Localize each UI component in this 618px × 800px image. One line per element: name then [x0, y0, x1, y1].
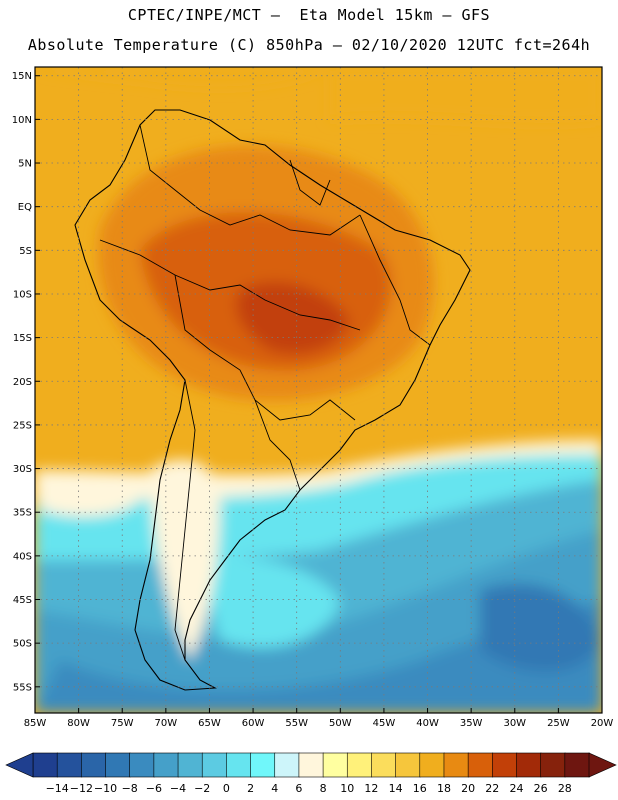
colorbar-swatch [105, 752, 131, 778]
colorbar-swatch [492, 752, 518, 778]
lat-tick-label: 15N [12, 71, 32, 82]
lon-tick-label: 85W [24, 718, 47, 729]
lon-tick-label: 70W [155, 718, 178, 729]
colorbar-swatch [298, 752, 324, 778]
colorbar-label: 14 [389, 782, 403, 795]
lat-tick-label: 10S [13, 289, 32, 300]
colorbar-swatch [274, 752, 300, 778]
lat-tick-label: 25S [13, 420, 32, 431]
lon-tick-label: 50W [329, 718, 352, 729]
colorbar-label: 22 [485, 782, 499, 795]
colorbar-swatch [201, 752, 228, 778]
colorbar-swatch [443, 752, 469, 778]
colorbar-label: 12 [364, 782, 378, 795]
lat-tick-label: 30S [13, 464, 32, 475]
temperature-field [35, 67, 602, 713]
colorbar-min-arrow [5, 752, 34, 778]
colorbar-swatch [322, 752, 349, 778]
colorbar-label: 24 [509, 782, 523, 795]
colorbar-label: −14 [46, 782, 69, 795]
colorbar-max-arrow [588, 752, 617, 778]
colorbar-swatch [250, 752, 276, 778]
lon-tick-label: 60W [242, 718, 265, 729]
colorbar-swatch [226, 752, 252, 778]
lat-tick-label: 5N [18, 159, 32, 170]
latitude-axis: 15N 10N 5N EQ 5S 10S 15S 20S 25S 30S 35S 40S 45S 50S 5… [12, 71, 40, 693]
colorbar-label: −12 [70, 782, 93, 795]
colorbar-label: 18 [437, 782, 451, 795]
map-subtitle: Absolute Temperature (C) 850hPa – 02/10/… [27, 36, 591, 54]
lon-tick-label: 75W [111, 718, 134, 729]
lat-tick-label: 45S [13, 595, 32, 606]
colorbar-swatch [564, 752, 590, 778]
colorbar-swatch [177, 752, 204, 778]
country-borders [99, 124, 431, 661]
colorbar-swatch [129, 752, 155, 778]
colorbar-label: −4 [170, 782, 186, 795]
colorbar-label: −8 [122, 782, 138, 795]
lon-tick-label: 40W [416, 718, 439, 729]
colorbar-label: 2 [247, 782, 254, 795]
colorbar-label: 6 [295, 782, 302, 795]
colorbar-label: 8 [320, 782, 327, 795]
colorbar-label: −6 [146, 782, 162, 795]
lon-tick-label: 80W [67, 718, 90, 729]
colorbar-swatch [346, 752, 373, 778]
longitude-axis: 85W 80W 75W 70W 65W 60W 55W 50W 45W 40W 35W 30W 25W 2… [24, 708, 614, 729]
map-frame [34, 66, 603, 714]
colorbar-label: 10 [340, 782, 354, 795]
lat-tick-label: 50S [13, 639, 32, 650]
lon-tick-label: 20W [591, 718, 614, 729]
map-title: CPTEC/INPE/MCT – Eta Model 15km – GFS [127, 6, 491, 24]
lat-tick-label: 15S [13, 333, 32, 344]
lat-tick-label: 20S [13, 377, 32, 388]
colorbar-swatch [540, 752, 566, 778]
colorbar-label: 20 [461, 782, 475, 795]
colorbar-swatch [56, 752, 83, 778]
lon-tick-label: 65W [198, 718, 221, 729]
colorbar-label: 4 [271, 782, 278, 795]
colorbar-label: 28 [558, 782, 572, 795]
lon-tick-label: 35W [460, 718, 483, 729]
colorbar-swatch [516, 752, 542, 778]
lat-tick-label: 5S [19, 246, 32, 257]
colorbar-label: 26 [534, 782, 548, 795]
colorbar-label: 0 [223, 782, 230, 795]
colorbar-swatch [467, 752, 494, 778]
colorbar-swatch [395, 752, 421, 778]
lat-tick-label: 55S [13, 682, 32, 693]
colorbar-swatch [153, 752, 179, 778]
colorbar-swatch [419, 752, 445, 778]
south-america-coastline [74, 109, 471, 691]
colorbar-swatch [32, 752, 58, 778]
lat-tick-label: 40S [13, 551, 32, 562]
colorbar-label: −2 [194, 782, 210, 795]
map-gridlines [34, 67, 603, 713]
temperature-colorbar: −14 −12 −10 −8 −6 −4 −2 0 2 4 6 8 10 12 14 16 18 20 22 24 26… [5, 752, 617, 795]
lon-tick-label: 25W [547, 718, 570, 729]
lat-tick-label: 10N [12, 115, 32, 126]
lon-tick-label: 45W [373, 718, 396, 729]
lat-tick-label: EQ [18, 202, 32, 213]
colorbar-label: 16 [413, 782, 427, 795]
lon-tick-label: 30W [503, 718, 526, 729]
colorbar-label: −10 [94, 782, 117, 795]
lat-tick-label: 35S [13, 508, 32, 519]
colorbar-swatch [371, 752, 397, 778]
colorbar-swatch [81, 752, 107, 778]
lon-tick-label: 55W [285, 718, 308, 729]
